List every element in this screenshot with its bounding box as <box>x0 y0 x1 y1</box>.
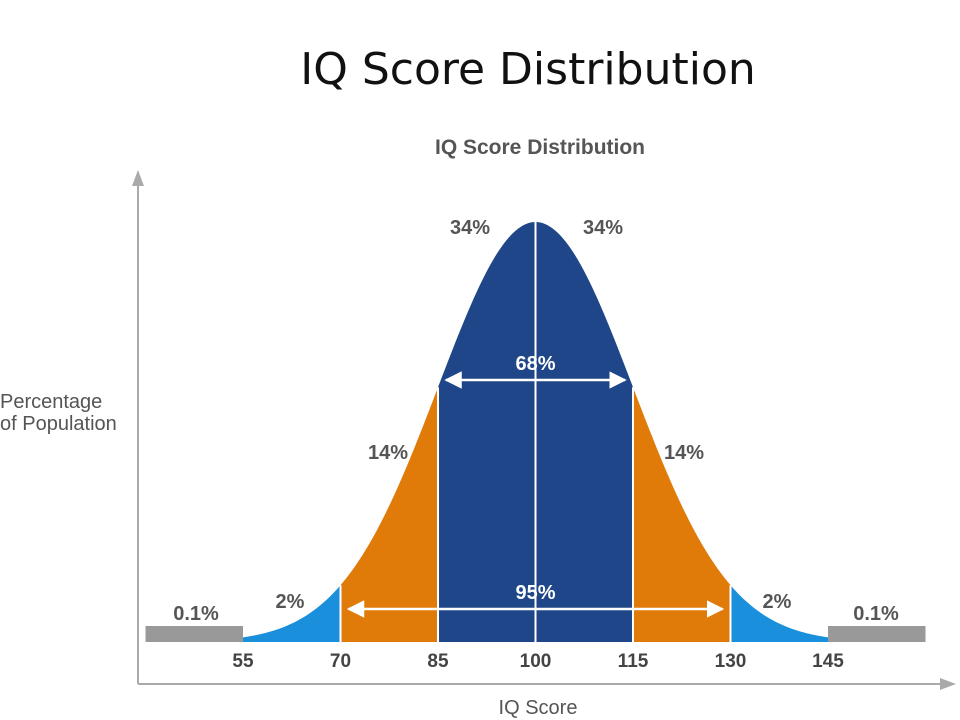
x-tick-label: 70 <box>330 651 351 672</box>
segment-percent-label: 34% <box>583 217 623 239</box>
distribution-segment <box>828 626 926 642</box>
segment-percent-label: 14% <box>664 442 704 464</box>
distribution-segment <box>145 626 243 642</box>
y-axis-arrow <box>132 170 144 186</box>
x-tick-label: 130 <box>715 651 747 672</box>
span-label: 68% <box>515 353 555 375</box>
chart-title: IQ Score Distribution <box>435 136 645 159</box>
segment-percent-label: 14% <box>368 442 408 464</box>
distribution-segment <box>633 387 731 642</box>
span-label: 95% <box>515 582 555 604</box>
x-tick-label: 115 <box>618 651 649 672</box>
segment-percent-label: 34% <box>450 217 490 239</box>
segment-percent-label: 0.1% <box>173 603 219 625</box>
y-axis-label-line2: of Population <box>0 413 117 435</box>
segment-percent-label: 0.1% <box>853 603 899 625</box>
slide-title: IQ Score Distribution <box>300 44 756 95</box>
distribution-segment <box>243 585 341 642</box>
x-tick-label: 55 <box>232 651 254 672</box>
x-tick-label: 145 <box>812 651 844 672</box>
segment-percent-label: 2% <box>763 591 792 613</box>
distribution-segment <box>438 222 536 642</box>
segment-percent-label: 2% <box>276 591 305 613</box>
distribution-segment <box>535 222 633 642</box>
x-tick-label: 85 <box>427 651 449 672</box>
distribution-segment <box>340 387 438 642</box>
distribution-segment <box>730 585 828 642</box>
x-tick-label: 100 <box>520 651 552 672</box>
y-axis-label-line1: Percentage <box>0 391 102 413</box>
x-axis-arrow <box>940 678 956 690</box>
x-axis-label: IQ Score <box>499 697 578 719</box>
